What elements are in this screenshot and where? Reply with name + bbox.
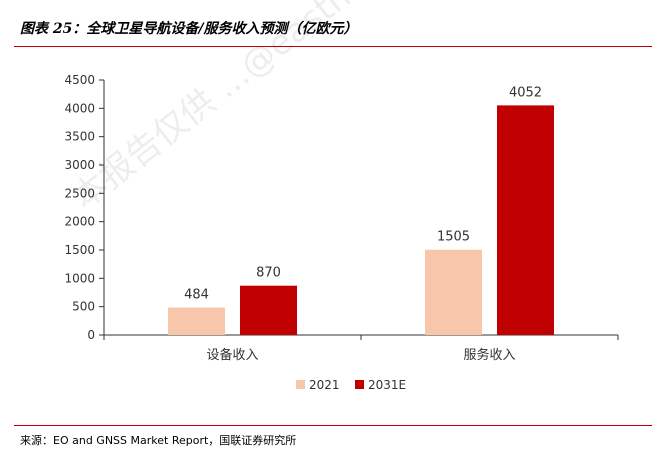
bar	[168, 307, 225, 335]
y-tick-label: 4500	[64, 73, 95, 87]
data-label: 870	[256, 266, 281, 281]
data-label: 4052	[509, 85, 542, 100]
legend-label: 2031E	[368, 378, 406, 392]
x-category-label: 设备收入	[206, 347, 258, 363]
bar	[497, 105, 554, 336]
title-divider	[14, 46, 652, 47]
footer-divider	[14, 425, 652, 426]
y-tick-label: 4000	[64, 101, 95, 115]
y-tick-label: 1500	[64, 243, 95, 257]
source-note: 来源：EO and GNSS Market Report，国联证券研究所	[20, 434, 297, 447]
y-tick-label: 2000	[64, 215, 95, 229]
legend-label: 2021	[309, 378, 340, 392]
data-label: 1505	[437, 230, 470, 245]
legend-swatch	[355, 380, 364, 389]
bar	[240, 285, 297, 335]
y-tick-label: 1000	[64, 271, 95, 285]
y-tick-label: 3500	[64, 130, 95, 144]
legend-swatch	[296, 380, 305, 389]
x-category-label: 服务收入	[463, 347, 515, 363]
data-label: 484	[184, 288, 209, 303]
y-tick-label: 2500	[64, 186, 95, 200]
bar	[425, 249, 482, 335]
y-tick-label: 500	[72, 300, 95, 314]
chart-title: 图表 25：全球卫星导航设备/服务收入预测（亿欧元）	[20, 21, 358, 37]
y-tick-label: 0	[87, 328, 95, 342]
bar-chart: 0 500 1000 1500 2000 2500 3000 3500 4000 4500 484 8…	[64, 73, 619, 392]
y-tick-label: 3000	[64, 158, 95, 172]
